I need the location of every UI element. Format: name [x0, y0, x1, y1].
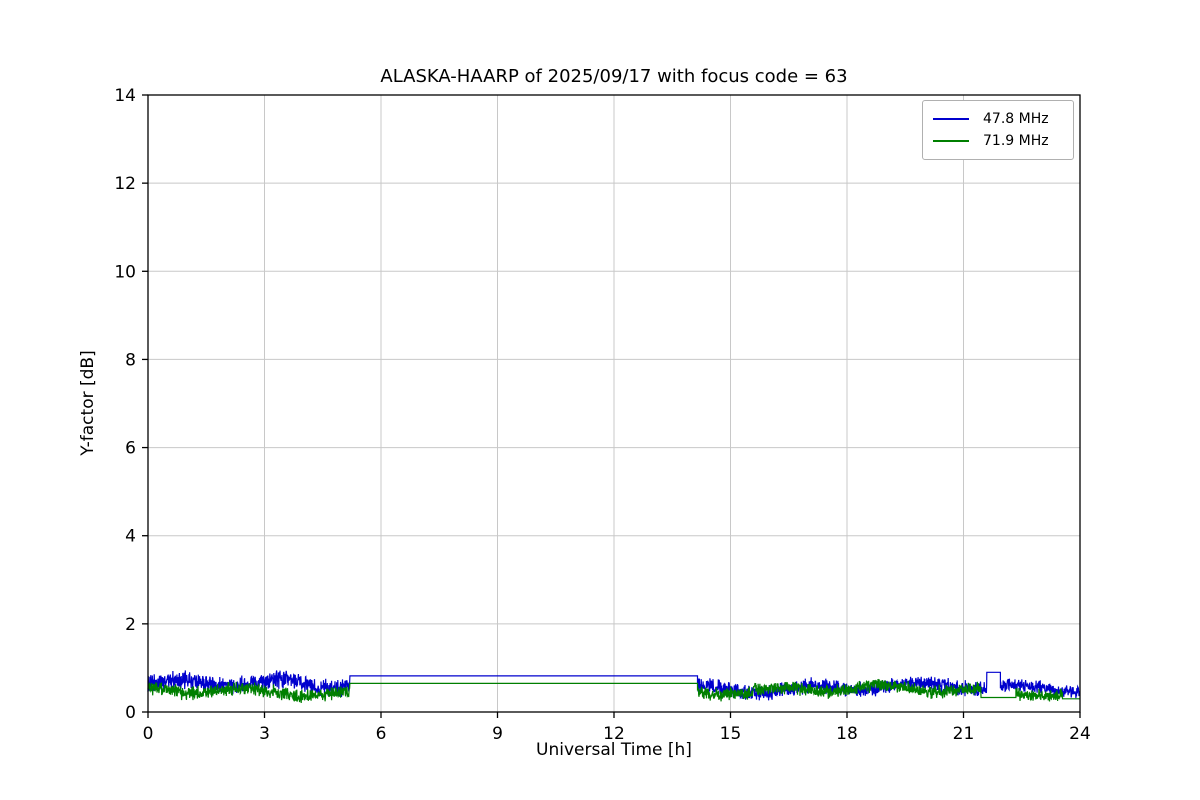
- x-tick-label: 3: [259, 724, 270, 744]
- y-tick-label: 2: [125, 615, 136, 635]
- y-tick-label: 12: [114, 174, 136, 194]
- legend-label: 71.9 MHz: [983, 133, 1049, 149]
- legend: 47.8 MHz 71.9 MHz: [922, 100, 1074, 160]
- x-axis-label: Universal Time [h]: [536, 740, 692, 760]
- legend-item: 71.9 MHz: [933, 130, 1063, 152]
- y-tick-label: 10: [114, 262, 136, 282]
- legend-label: 47.8 MHz: [983, 111, 1049, 127]
- y-tick-label: 0: [125, 703, 136, 723]
- legend-line-71.9MHz-icon: [933, 140, 969, 142]
- y-tick-label: 14: [114, 86, 136, 106]
- x-tick-label: 24: [1069, 724, 1091, 744]
- x-tick-label: 18: [836, 724, 858, 744]
- x-tick-label: 15: [720, 724, 742, 744]
- x-tick-label: 6: [376, 724, 387, 744]
- series-line-71.9MHz: [147, 678, 1080, 704]
- y-tick-label: 4: [125, 527, 136, 547]
- y-tick-label: 6: [125, 439, 136, 459]
- x-tick-label: 0: [143, 724, 154, 744]
- legend-item: 47.8 MHz: [933, 108, 1063, 130]
- x-tick-label: 9: [492, 724, 503, 744]
- x-tick-label: 12: [603, 724, 625, 744]
- legend-line-47.8MHz-icon: [933, 118, 969, 120]
- chart-title: ALASKA-HAARP of 2025/09/17 with focus co…: [380, 66, 848, 87]
- x-tick-label: 21: [953, 724, 975, 744]
- y-tick-label: 8: [125, 350, 136, 370]
